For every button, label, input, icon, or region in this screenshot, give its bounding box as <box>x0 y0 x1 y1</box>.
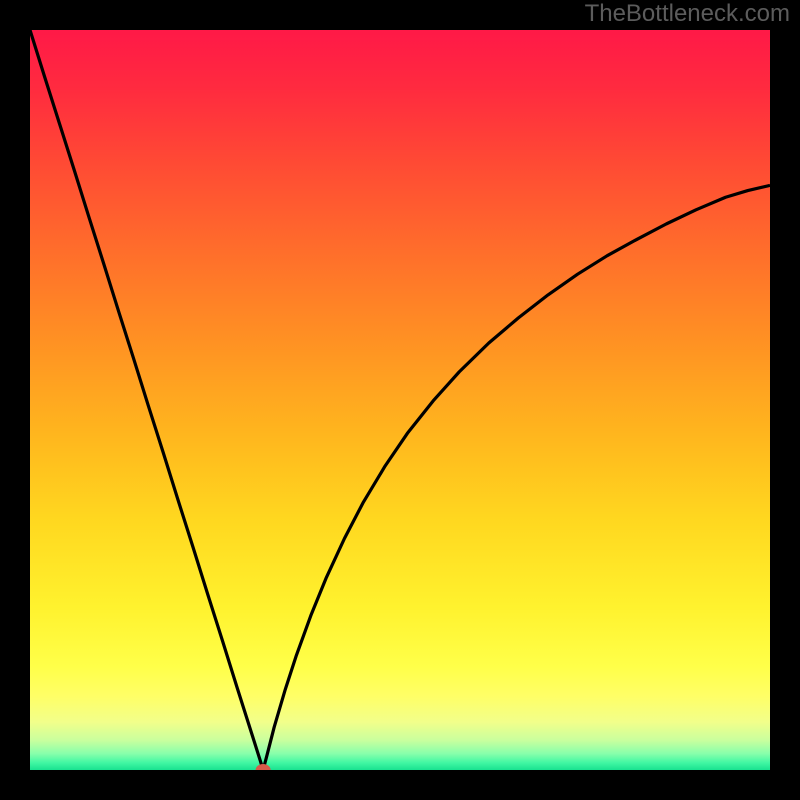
plot-area <box>30 30 770 770</box>
plot-svg <box>30 30 770 770</box>
watermark-text: TheBottleneck.com <box>585 0 790 28</box>
plot-background <box>30 30 770 770</box>
chart-frame: TheBottleneck.com <box>0 0 800 800</box>
